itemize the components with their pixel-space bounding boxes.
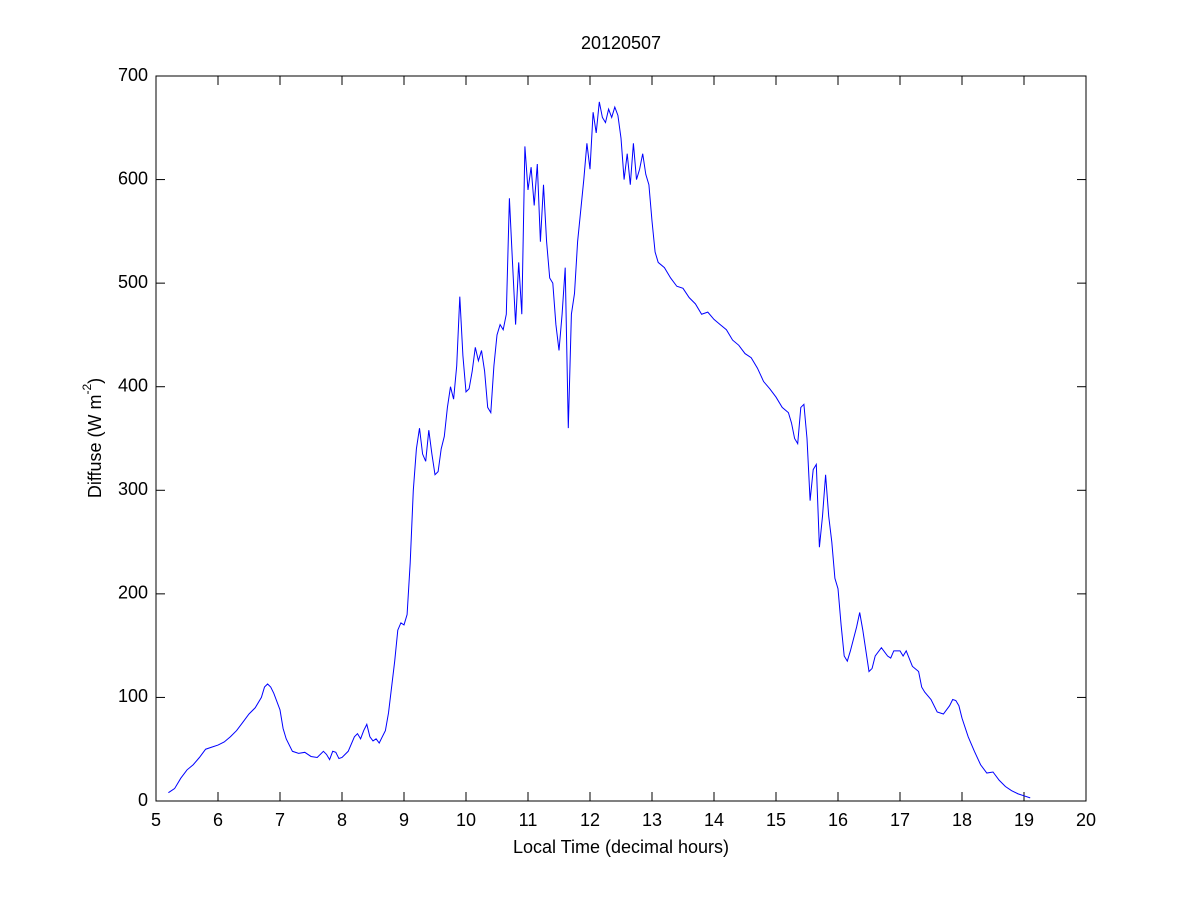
- y-tick-label: 500: [118, 272, 148, 292]
- y-tick-label: 600: [118, 168, 148, 188]
- x-tick-label: 14: [704, 810, 724, 830]
- y-label-sup: -2: [80, 383, 94, 394]
- x-tick-label: 17: [890, 810, 910, 830]
- y-tick-label: 200: [118, 583, 148, 603]
- y-tick-label: 0: [138, 790, 148, 810]
- data-line: [168, 101, 1031, 799]
- x-axis-label: Local Time (decimal hours): [513, 837, 729, 857]
- y-axis-label: Diffuse (W m-2): [80, 378, 105, 498]
- x-tick-label: 6: [213, 810, 223, 830]
- x-tick-label: 16: [828, 810, 848, 830]
- x-tick-label: 18: [952, 810, 972, 830]
- x-tick-label: 5: [151, 810, 161, 830]
- y-tick-label: 400: [118, 375, 148, 395]
- x-tick-label: 15: [766, 810, 786, 830]
- y-tick-label: 700: [118, 65, 148, 85]
- x-tick-label: 12: [580, 810, 600, 830]
- chart-title: 20120507: [581, 33, 661, 53]
- x-tick-label: 11: [519, 810, 538, 830]
- plot-frame: [155, 75, 1087, 802]
- x-tick-label: 20: [1076, 810, 1096, 830]
- y-tick-label: 100: [118, 686, 148, 706]
- x-tick-label: 9: [399, 810, 409, 830]
- x-tick-label: 13: [642, 810, 662, 830]
- x-tick-label: 7: [275, 810, 285, 830]
- y-label-end: ): [85, 378, 105, 384]
- x-tick-label: 8: [337, 810, 347, 830]
- x-tick-label: 19: [1014, 810, 1034, 830]
- x-tick-label: 10: [456, 810, 476, 830]
- y-tick-label: 300: [118, 479, 148, 499]
- y-label-main: Diffuse (W m: [85, 394, 105, 498]
